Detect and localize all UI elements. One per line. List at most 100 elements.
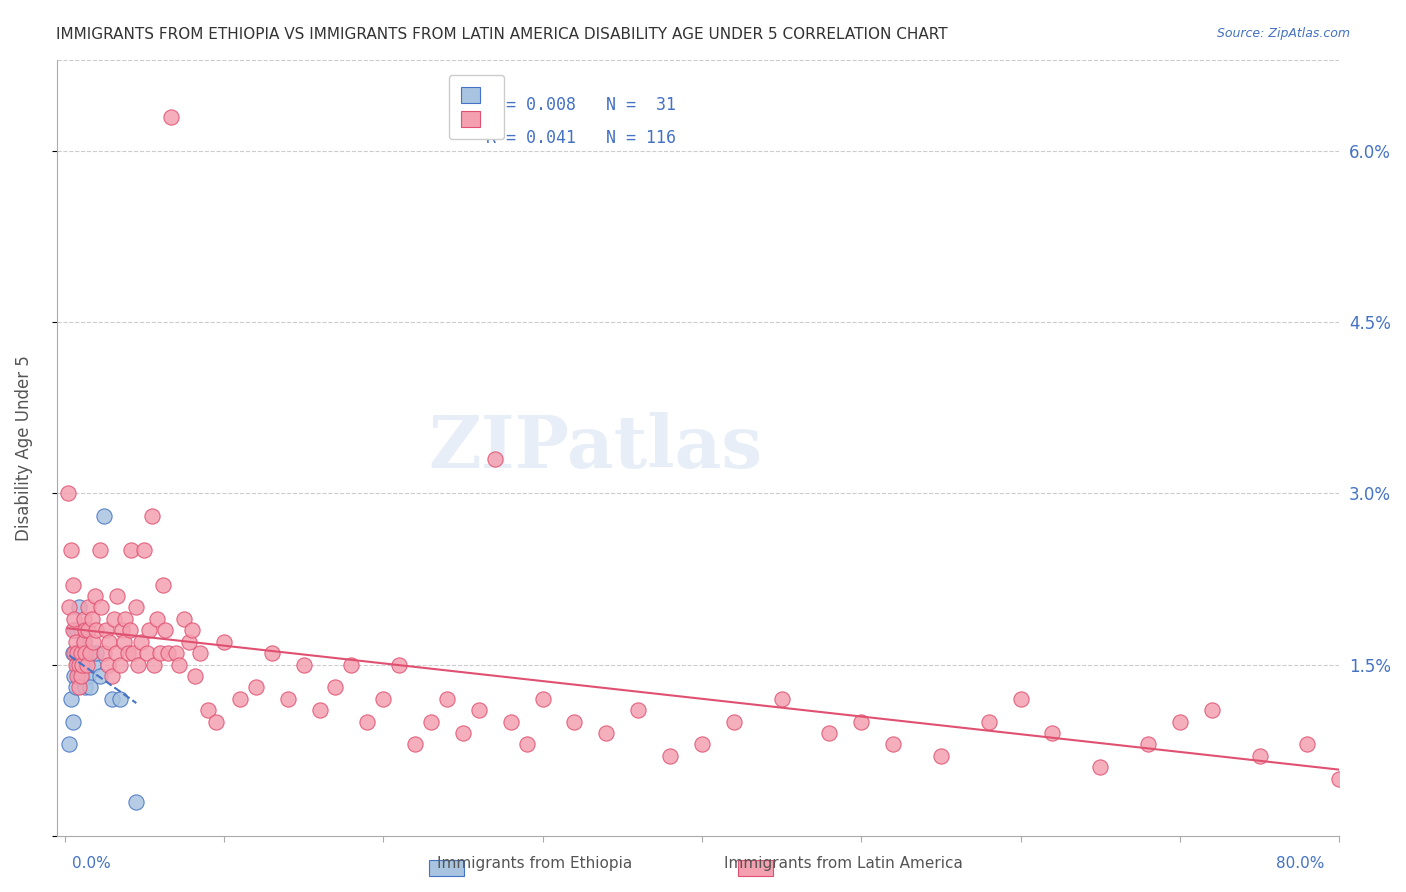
Point (70, 646, 93, 660)
Point (65, 646, 87, 660)
Point (818, 726, 841, 740)
Point (125, 600, 148, 615)
Point (90, 600, 112, 615)
Point (104, 646, 127, 660)
Point (67, 646, 90, 660)
Point (77, 669, 100, 683)
Point (245, 681, 267, 695)
Point (67, 657, 90, 672)
Point (173, 612, 195, 626)
Point (882, 738, 904, 752)
Point (65, 681, 87, 695)
Point (1137, 738, 1160, 752)
Point (93, 509, 115, 524)
Point (153, 624, 176, 638)
Point (125, 795, 148, 809)
Point (690, 738, 713, 752)
Point (388, 657, 411, 672)
Point (165, 646, 187, 660)
Point (101, 669, 124, 683)
Point (181, 624, 204, 638)
Point (93, 646, 115, 660)
Point (516, 738, 538, 752)
Point (66, 669, 89, 683)
Text: 0.0%: 0.0% (72, 856, 111, 871)
Point (97, 657, 120, 672)
Point (1249, 748, 1271, 763)
Point (77, 624, 100, 638)
Point (277, 691, 299, 706)
Point (1201, 703, 1223, 717)
Point (1296, 738, 1319, 752)
Point (66, 624, 89, 638)
Point (118, 624, 141, 638)
Point (62, 577, 84, 591)
Point (69, 646, 91, 660)
Point (340, 657, 363, 672)
Point (564, 714, 586, 729)
Point (929, 748, 952, 763)
Point (77, 600, 100, 615)
Point (73, 657, 96, 672)
Point (76, 657, 98, 672)
Point (138, 624, 160, 638)
Point (177, 634, 200, 648)
Point (129, 634, 152, 648)
Point (1168, 714, 1191, 729)
Point (67, 681, 90, 695)
Point (66, 646, 89, 660)
Point (73, 634, 96, 648)
Point (62, 646, 84, 660)
Point (468, 703, 491, 717)
Point (152, 577, 174, 591)
Text: Immigrants from Ethiopia: Immigrants from Ethiopia (437, 856, 631, 871)
Point (83, 589, 105, 603)
Point (149, 646, 172, 660)
Point (69, 624, 91, 638)
Point (146, 612, 169, 626)
Point (373, 691, 395, 706)
Point (420, 714, 443, 729)
Point (66, 657, 89, 672)
Point (58, 600, 80, 615)
Point (65, 657, 87, 672)
Point (82, 657, 104, 672)
Point (59, 543, 82, 558)
Point (63, 624, 86, 638)
Legend: , : , (449, 75, 503, 139)
Point (404, 738, 426, 752)
Point (169, 657, 191, 672)
Point (79, 681, 101, 695)
Point (62, 624, 84, 638)
Point (112, 634, 135, 648)
Point (110, 691, 132, 706)
Point (76, 646, 98, 660)
Point (65, 634, 87, 648)
Text: 80.0%: 80.0% (1277, 856, 1324, 871)
Text: Source: ZipAtlas.com: Source: ZipAtlas.com (1216, 27, 1350, 40)
Point (63, 612, 86, 626)
Point (103, 612, 125, 626)
Point (117, 646, 139, 660)
Point (122, 646, 145, 660)
Point (111, 624, 134, 638)
Point (292, 657, 315, 672)
Point (127, 657, 149, 672)
Point (101, 691, 124, 706)
Point (325, 681, 347, 695)
Point (67, 600, 90, 615)
Point (205, 714, 228, 729)
Point (659, 748, 682, 763)
Point (59, 691, 82, 706)
Point (121, 543, 143, 558)
Point (197, 703, 219, 717)
Point (75, 681, 97, 695)
Point (531, 691, 554, 706)
Point (142, 657, 165, 672)
Point (627, 703, 650, 717)
Point (70, 669, 93, 683)
Point (105, 589, 128, 603)
Text: IMMIGRANTS FROM ETHIOPIA VS IMMIGRANTS FROM LATIN AMERICA DISABILITY AGE UNDER 5: IMMIGRANTS FROM ETHIOPIA VS IMMIGRANTS F… (56, 27, 948, 42)
Text: R = 0.008   N =  31: R = 0.008 N = 31 (486, 96, 676, 114)
Point (436, 691, 458, 706)
